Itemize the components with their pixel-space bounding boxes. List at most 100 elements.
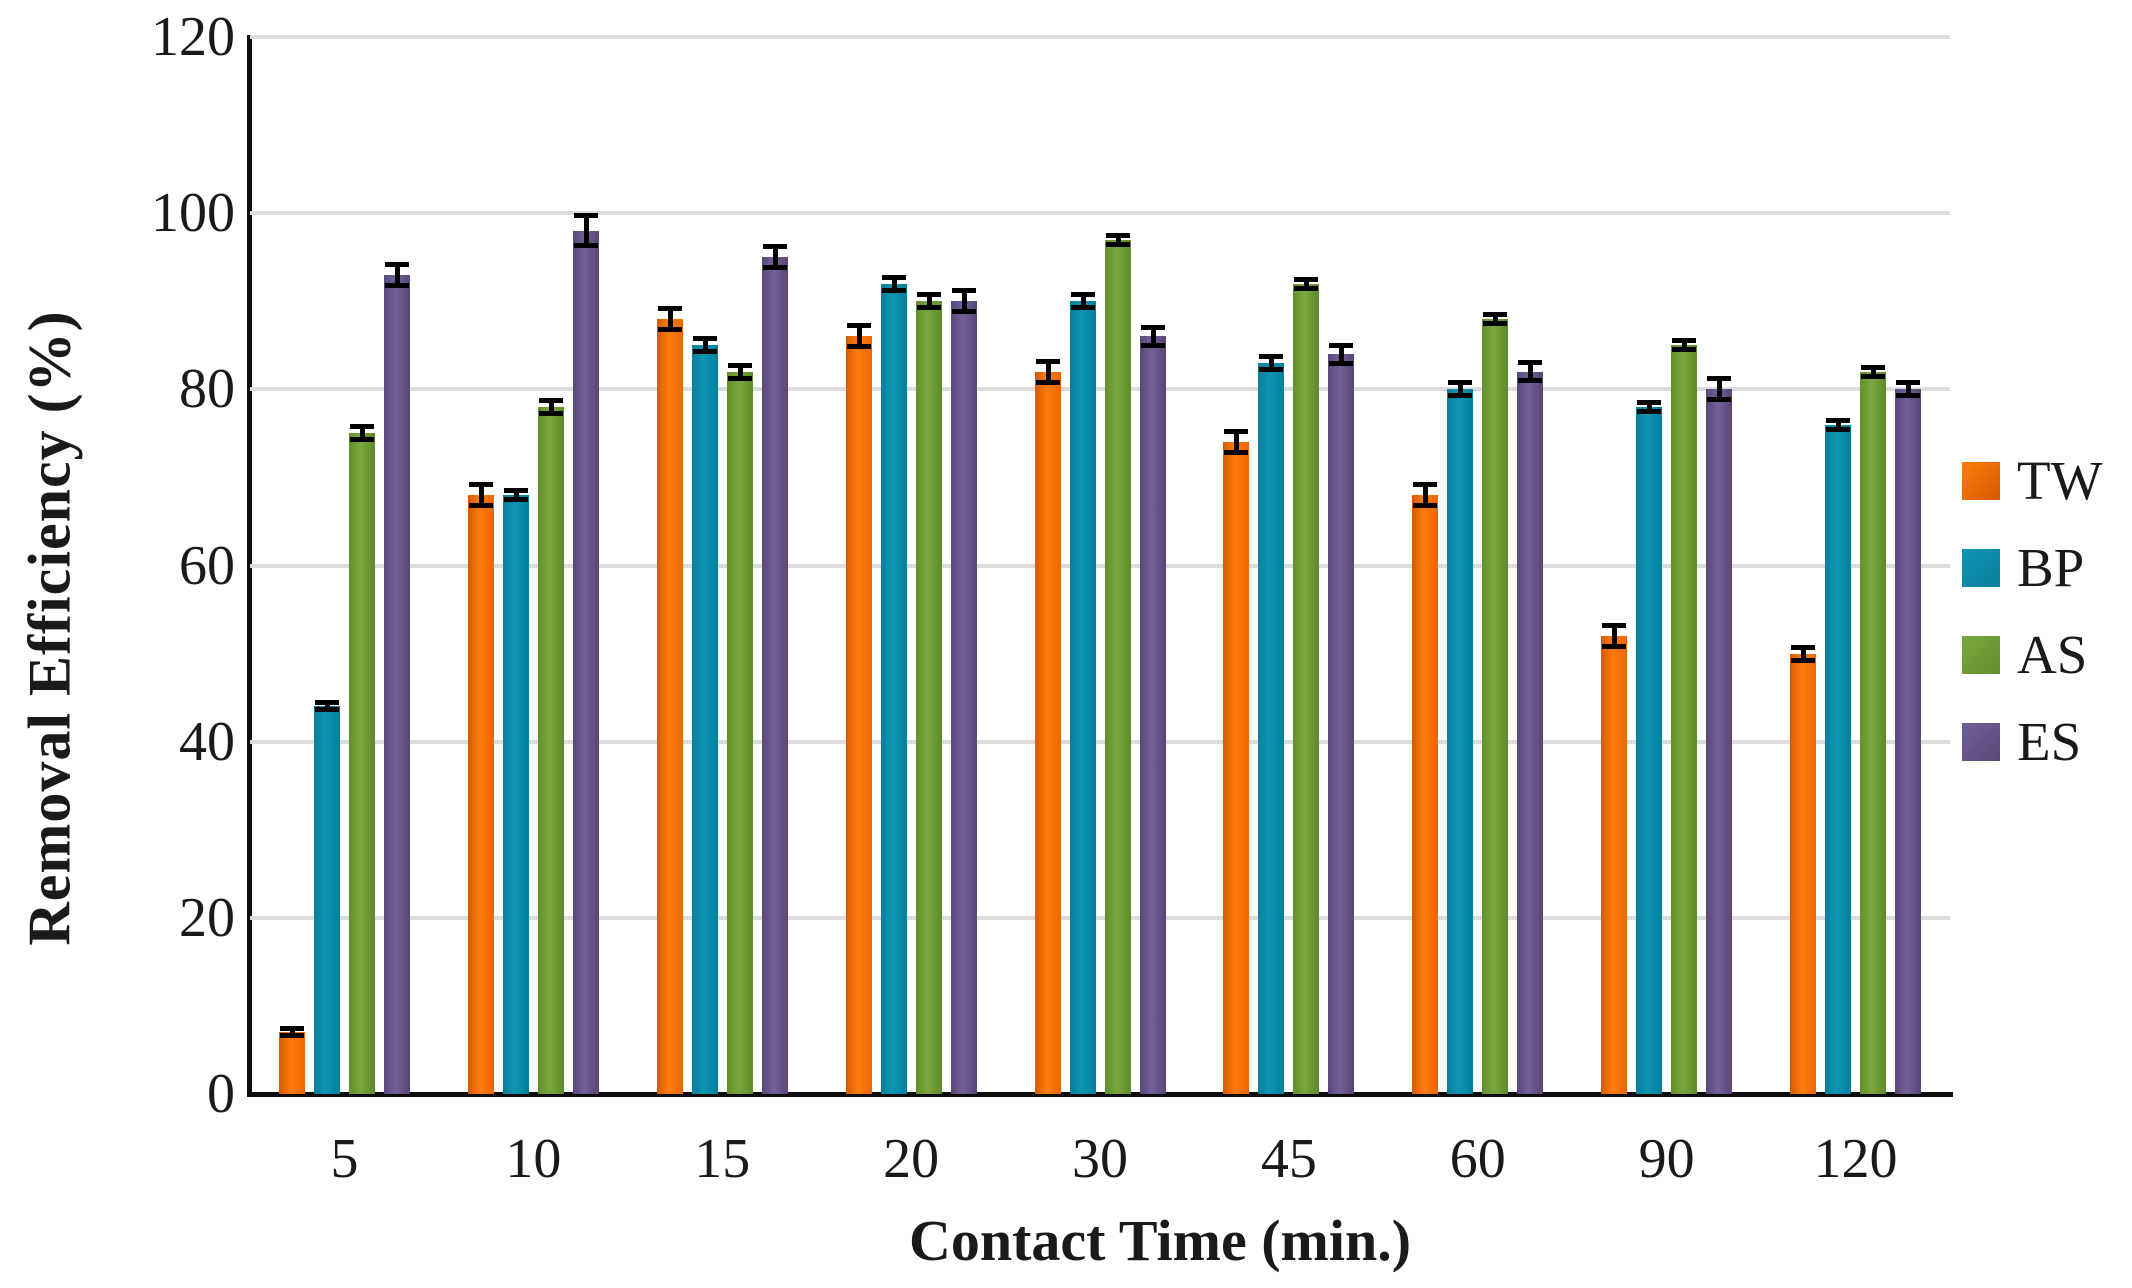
y-axis-title: Removal Efficiency (%) [16, 310, 83, 946]
bar-as-15 [727, 372, 753, 1094]
gridline-y-20 [250, 915, 1950, 920]
x-axis-title: Contact Time (min.) [908, 1208, 1412, 1273]
error-bar-es-10 [574, 213, 598, 248]
error-bar-as-10 [539, 398, 563, 416]
bar-es-45 [1328, 354, 1354, 1094]
legend-item-es: ES [1962, 711, 2103, 772]
error-bar-bp-90 [1637, 400, 1661, 414]
legend-item-bp: BP [1962, 537, 2103, 598]
y-tick-label: 60 [179, 534, 235, 597]
gridline-y-80 [250, 387, 1950, 392]
bar-tw-120 [1790, 654, 1816, 1094]
error-bar-es-60 [1518, 360, 1542, 383]
error-bar-es-120 [1896, 380, 1920, 398]
error-bar-tw-30 [1036, 359, 1060, 385]
bar-es-60 [1517, 372, 1543, 1094]
legend-label-as: AS [2017, 624, 2088, 685]
legend-swatch-as [1962, 636, 2000, 674]
x-tick-label: 60 [1449, 1128, 1506, 1190]
y-tick-label: 20 [179, 886, 235, 949]
error-bar-tw-10 [469, 482, 493, 508]
bar-as-90 [1671, 345, 1697, 1094]
legend-item-tw: TW [1962, 450, 2103, 511]
bar-as-45 [1293, 284, 1319, 1094]
bar-bp-90 [1636, 407, 1662, 1094]
bar-bp-20 [881, 284, 907, 1094]
x-tick-label: 15 [694, 1128, 751, 1190]
y-tick-label: 120 [151, 6, 235, 68]
legend-label-es: ES [2017, 711, 2082, 772]
bar-bp-15 [692, 345, 718, 1094]
x-tick-label: 20 [883, 1128, 940, 1190]
x-tick-label: 90 [1638, 1128, 1695, 1190]
x-tick-label: 120 [1813, 1128, 1898, 1190]
bar-as-5 [349, 433, 375, 1094]
error-bar-bp-5 [315, 700, 339, 712]
x-tick-label: 10 [505, 1128, 562, 1190]
bar-as-20 [916, 301, 942, 1094]
error-bar-bp-60 [1448, 380, 1472, 398]
error-bar-es-45 [1329, 343, 1353, 366]
error-bar-tw-60 [1413, 482, 1437, 508]
error-bar-as-20 [917, 292, 941, 310]
legend: TW BP AS ES [1962, 450, 2103, 772]
bar-es-15 [762, 257, 788, 1094]
error-bar-bp-15 [693, 336, 717, 354]
bar-es-90 [1706, 389, 1732, 1094]
error-bar-tw-45 [1224, 429, 1248, 455]
bar-as-120 [1860, 372, 1886, 1094]
error-bar-as-15 [728, 363, 752, 381]
error-bar-tw-15 [658, 306, 682, 332]
bar-es-10 [573, 231, 599, 1094]
bar-tw-20 [846, 336, 872, 1094]
error-bar-as-60 [1483, 312, 1507, 326]
bar-tw-90 [1601, 636, 1627, 1094]
error-bar-tw-120 [1791, 645, 1815, 663]
gridline-y-100 [250, 211, 1950, 216]
legend-item-as: AS [1962, 624, 2103, 685]
gridline-y-120 [250, 35, 1950, 39]
error-bar-bp-30 [1071, 292, 1095, 310]
y-tick-label: 40 [179, 710, 235, 773]
bar-as-60 [1482, 319, 1508, 1094]
error-bar-bp-20 [882, 275, 906, 293]
bar-tw-60 [1412, 495, 1438, 1094]
bar-tw-5 [279, 1032, 305, 1094]
legend-label-tw: TW [2017, 450, 2103, 511]
error-bar-tw-20 [847, 323, 871, 349]
y-tick-label: 80 [179, 358, 235, 421]
error-bar-es-5 [385, 262, 409, 288]
error-bar-bp-120 [1826, 418, 1850, 432]
error-bar-tw-90 [1602, 623, 1626, 649]
bar-bp-120 [1825, 425, 1851, 1094]
bar-es-120 [1895, 389, 1921, 1094]
bar-bp-60 [1447, 389, 1473, 1094]
gridline-y-40 [250, 739, 1950, 744]
error-bar-bp-10 [504, 488, 528, 502]
bar-tw-30 [1035, 372, 1061, 1094]
y-tick-label: 100 [151, 182, 235, 245]
x-tick-label: 5 [330, 1128, 359, 1190]
bar-tw-15 [657, 319, 683, 1094]
gridline-y-60 [250, 563, 1950, 568]
error-bar-tw-5 [280, 1026, 304, 1038]
bar-es-20 [951, 301, 977, 1094]
bar-as-30 [1105, 240, 1131, 1094]
error-bar-es-20 [952, 288, 976, 314]
error-bar-as-90 [1672, 338, 1696, 352]
error-bar-es-15 [763, 244, 787, 270]
error-bar-as-5 [350, 424, 374, 442]
legend-swatch-tw [1962, 462, 2000, 500]
legend-label-bp: BP [2017, 537, 2085, 598]
error-bar-as-120 [1861, 365, 1885, 379]
x-axis-line [247, 1092, 1953, 1097]
legend-swatch-es [1962, 723, 2000, 761]
x-tick-label: 45 [1260, 1128, 1317, 1190]
y-axis-line [247, 35, 252, 1097]
bar-bp-45 [1258, 363, 1284, 1094]
bar-bp-5 [314, 706, 340, 1094]
y-tick-label: 0 [207, 1063, 235, 1125]
bar-es-30 [1140, 336, 1166, 1094]
bar-es-5 [384, 275, 410, 1094]
